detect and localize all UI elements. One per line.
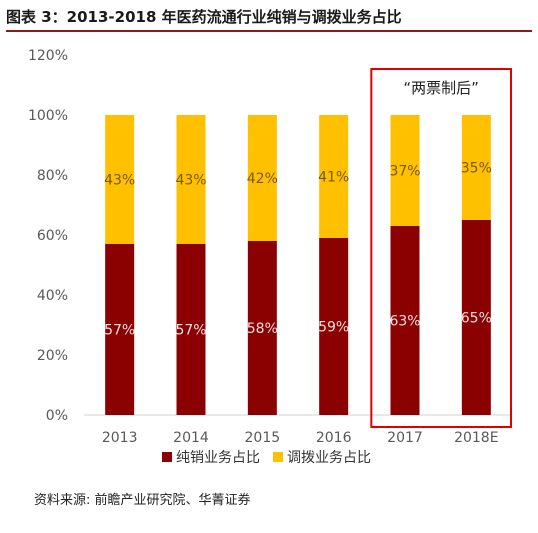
legend-label: 调拨业务占比 (287, 450, 371, 466)
data-label: 59% (318, 320, 349, 336)
x-tick-label: 2017 (387, 430, 423, 446)
bar-segment (461, 220, 491, 415)
legend-label: 纯销业务占比 (176, 450, 260, 466)
bar-segment (390, 226, 420, 415)
data-label: 41% (318, 170, 349, 186)
y-tick-label: 20% (37, 348, 68, 364)
highlight-box (370, 68, 513, 428)
y-tick-label: 0% (46, 408, 68, 424)
y-tick-label: 80% (37, 168, 68, 184)
x-tick-label: 2015 (245, 430, 281, 446)
bar-segment (176, 244, 206, 415)
y-tick-label: 100% (28, 108, 68, 124)
bar-segment (105, 115, 135, 244)
x-tick-label: 2013 (102, 430, 138, 446)
x-tick-label: 2018E (454, 430, 498, 446)
bar-segment (319, 115, 349, 238)
legend-swatch (162, 452, 172, 462)
data-label: 57% (104, 323, 135, 339)
source-note: 资料来源: 前瞻产业研究院、华菁证券 (34, 493, 251, 508)
y-tick-label: 40% (37, 288, 68, 304)
x-tick-label: 2014 (173, 430, 209, 446)
data-label: 35% (461, 161, 492, 177)
title-underline (6, 30, 532, 32)
bar-segment (461, 115, 491, 220)
bar-segment (176, 115, 206, 244)
bar-segment (247, 241, 277, 415)
bar-segment (319, 238, 349, 415)
y-tick-label: 60% (37, 228, 68, 244)
data-label: 43% (104, 173, 135, 189)
data-label: 58% (247, 321, 278, 337)
data-label: 63% (389, 314, 420, 330)
legend-swatch (273, 452, 283, 462)
chart-title: 图表 3：2013-2018 年医药流通行业纯销与调拨业务占比 (6, 8, 402, 26)
data-label: 37% (389, 164, 420, 180)
bar-segment (247, 115, 277, 241)
data-label: 57% (175, 323, 206, 339)
data-label: 43% (175, 173, 206, 189)
data-label: 65% (461, 311, 492, 327)
highlight-annotation: “两票制后” (403, 79, 479, 97)
y-tick-label: 120% (28, 48, 68, 64)
x-tick-label: 2016 (316, 430, 352, 446)
bar-segment (390, 115, 420, 226)
data-label: 42% (247, 171, 278, 187)
bar-segment (105, 244, 135, 415)
